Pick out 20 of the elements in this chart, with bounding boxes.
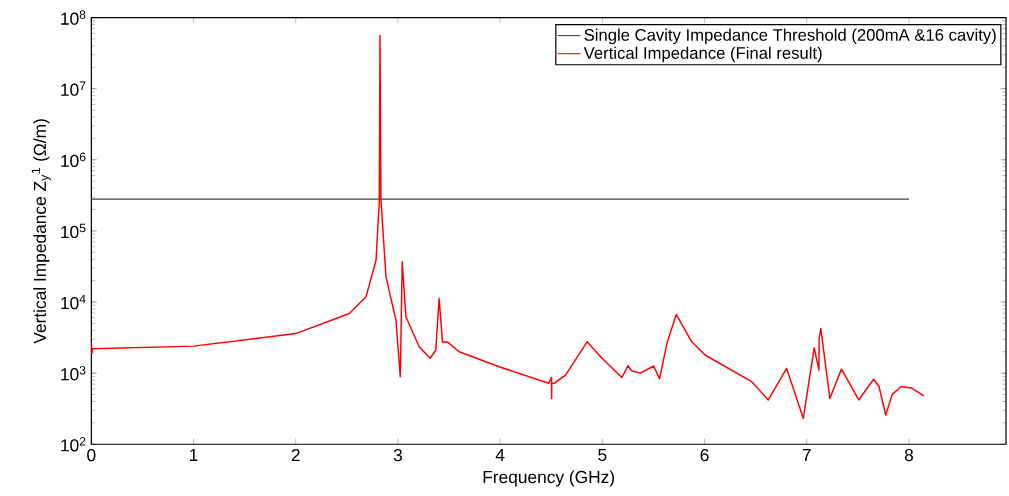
y-tick-label: 10$^{7}$ bbox=[61, 81, 86, 96]
y-tick-label: 10$^{5}$ bbox=[61, 223, 86, 239]
x-tick-label: 3 bbox=[393, 448, 402, 462]
x-tick-label: 7 bbox=[802, 448, 811, 461]
legend-label: Single Cavity Impedance Threshold (200mA &16 cavity) bbox=[584, 28, 996, 45]
y-axis-title: Vertical Impedance Z$_{y}$$^{1}$ (Ω/m) bbox=[31, 119, 51, 344]
x-tick-label: 8 bbox=[904, 448, 913, 462]
y-tick-label: 10$^{6}$ bbox=[61, 152, 86, 168]
x-tick-label: 4 bbox=[495, 448, 505, 461]
x-tick-label: 6 bbox=[700, 448, 709, 462]
y-tick-label: 10$^{2}$ bbox=[61, 437, 86, 452]
x-tick-label: 2 bbox=[291, 448, 300, 462]
legend-label: Vertical Impedance (Final result) bbox=[583, 46, 822, 63]
x-tick-label: 1 bbox=[190, 448, 198, 461]
x-axis-title: Frequency (GHz) bbox=[483, 470, 615, 487]
y-tick-label: 10$^{3}$ bbox=[61, 365, 86, 381]
x-tick-label: 0 bbox=[87, 448, 96, 462]
x-tick-label: 5 bbox=[598, 448, 607, 462]
y-tick-label: 10$^{4}$ bbox=[61, 294, 86, 310]
y-tick-label: 10$^{8}$ bbox=[61, 10, 86, 25]
